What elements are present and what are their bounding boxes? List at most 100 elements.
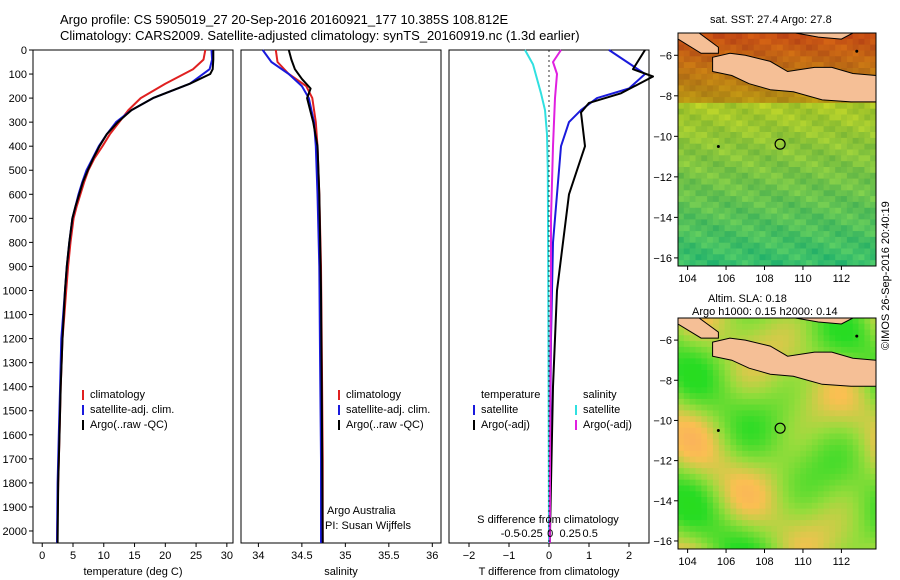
map-cell	[707, 358, 714, 365]
map-cell	[753, 335, 761, 342]
map-cell	[852, 56, 860, 63]
map-cell	[689, 514, 696, 521]
map-cell	[765, 479, 772, 487]
map-cell	[829, 132, 836, 139]
map-cell	[683, 479, 691, 487]
map-cell	[736, 114, 743, 121]
map-cell	[707, 485, 714, 492]
map-cell	[736, 502, 743, 510]
map-cell	[683, 514, 691, 521]
map-cell	[707, 236, 714, 244]
map-cell	[846, 143, 854, 151]
map-cell	[701, 433, 708, 440]
map-cell	[823, 410, 830, 417]
map-cell	[736, 38, 743, 46]
map-cell	[683, 219, 691, 226]
map-cell	[782, 33, 790, 40]
map-cell	[771, 102, 778, 110]
map-cell	[835, 416, 842, 423]
map-cell	[712, 213, 720, 220]
map-cell	[771, 120, 778, 127]
map-cell	[829, 38, 836, 46]
map-cell	[794, 120, 801, 127]
map-cell	[695, 155, 702, 162]
map-cell	[806, 387, 813, 394]
map-cell	[718, 537, 726, 544]
pi-label: PI: Susan Wijffels	[325, 520, 411, 532]
map-cell	[870, 225, 876, 232]
map-cell	[689, 149, 696, 156]
map-cell	[771, 172, 778, 180]
map-cell	[829, 219, 836, 226]
map-cell	[858, 231, 865, 238]
map-cell	[788, 120, 795, 127]
map-cell	[753, 85, 761, 92]
map-cell	[852, 190, 860, 197]
argo-australia-label: Argo Australia	[327, 505, 396, 517]
map-cell	[811, 473, 819, 481]
map-cell	[858, 416, 865, 423]
map-cell	[724, 502, 731, 510]
map-cell	[689, 242, 696, 250]
map-cell	[771, 114, 778, 121]
map-cell	[707, 508, 714, 515]
map-cell	[707, 120, 714, 127]
map-cell	[695, 364, 702, 371]
map-cell	[800, 381, 807, 388]
map-cell	[864, 126, 871, 133]
map-cell	[771, 462, 778, 469]
map-cell	[870, 33, 876, 40]
map-cell	[712, 387, 720, 394]
map-cell	[718, 225, 726, 232]
map-cell	[788, 102, 795, 110]
map-cell	[712, 132, 720, 139]
map-cell	[712, 225, 720, 232]
map-cell	[782, 44, 790, 51]
map-cell	[870, 132, 876, 139]
map-cell	[707, 85, 714, 92]
map-cell	[718, 85, 726, 92]
map-cell	[689, 184, 696, 191]
map-cell	[811, 161, 819, 168]
map-cell	[718, 410, 726, 417]
map-cell	[852, 398, 860, 406]
map-cell	[782, 184, 790, 191]
map-cell	[806, 318, 813, 325]
map-cell	[678, 410, 685, 417]
map-cell	[747, 531, 755, 539]
map-cell	[718, 323, 726, 331]
map-cell	[870, 502, 876, 510]
map-cell	[707, 143, 714, 151]
map-cell	[835, 62, 842, 69]
map-cell	[742, 254, 749, 261]
map-cell	[724, 525, 731, 533]
map-cell	[823, 213, 830, 220]
map-cell	[864, 502, 871, 510]
map-cell	[806, 143, 813, 151]
plot-frame	[240, 49, 442, 544]
map-cell	[829, 445, 836, 452]
map-cell	[712, 508, 720, 515]
map-cell	[800, 404, 807, 411]
map-cell	[823, 421, 830, 429]
map-cell	[759, 416, 766, 423]
map-cell	[817, 102, 825, 110]
map-cell	[707, 155, 714, 162]
map-cell	[858, 155, 865, 162]
map-cell	[852, 416, 860, 423]
map-cell	[806, 485, 813, 492]
map-cell	[718, 73, 726, 81]
map-cell	[753, 120, 761, 127]
map-cell	[858, 126, 865, 133]
map-cell	[788, 375, 795, 383]
map-cell	[841, 537, 848, 544]
map-cell	[788, 196, 795, 203]
map-cell	[753, 167, 761, 174]
map-cell	[800, 462, 807, 469]
map-cell	[730, 468, 737, 475]
map-cell	[678, 68, 685, 75]
map-cell	[858, 248, 865, 255]
map-cell	[858, 44, 865, 51]
map-cell	[846, 410, 854, 417]
map-cell	[712, 126, 720, 133]
